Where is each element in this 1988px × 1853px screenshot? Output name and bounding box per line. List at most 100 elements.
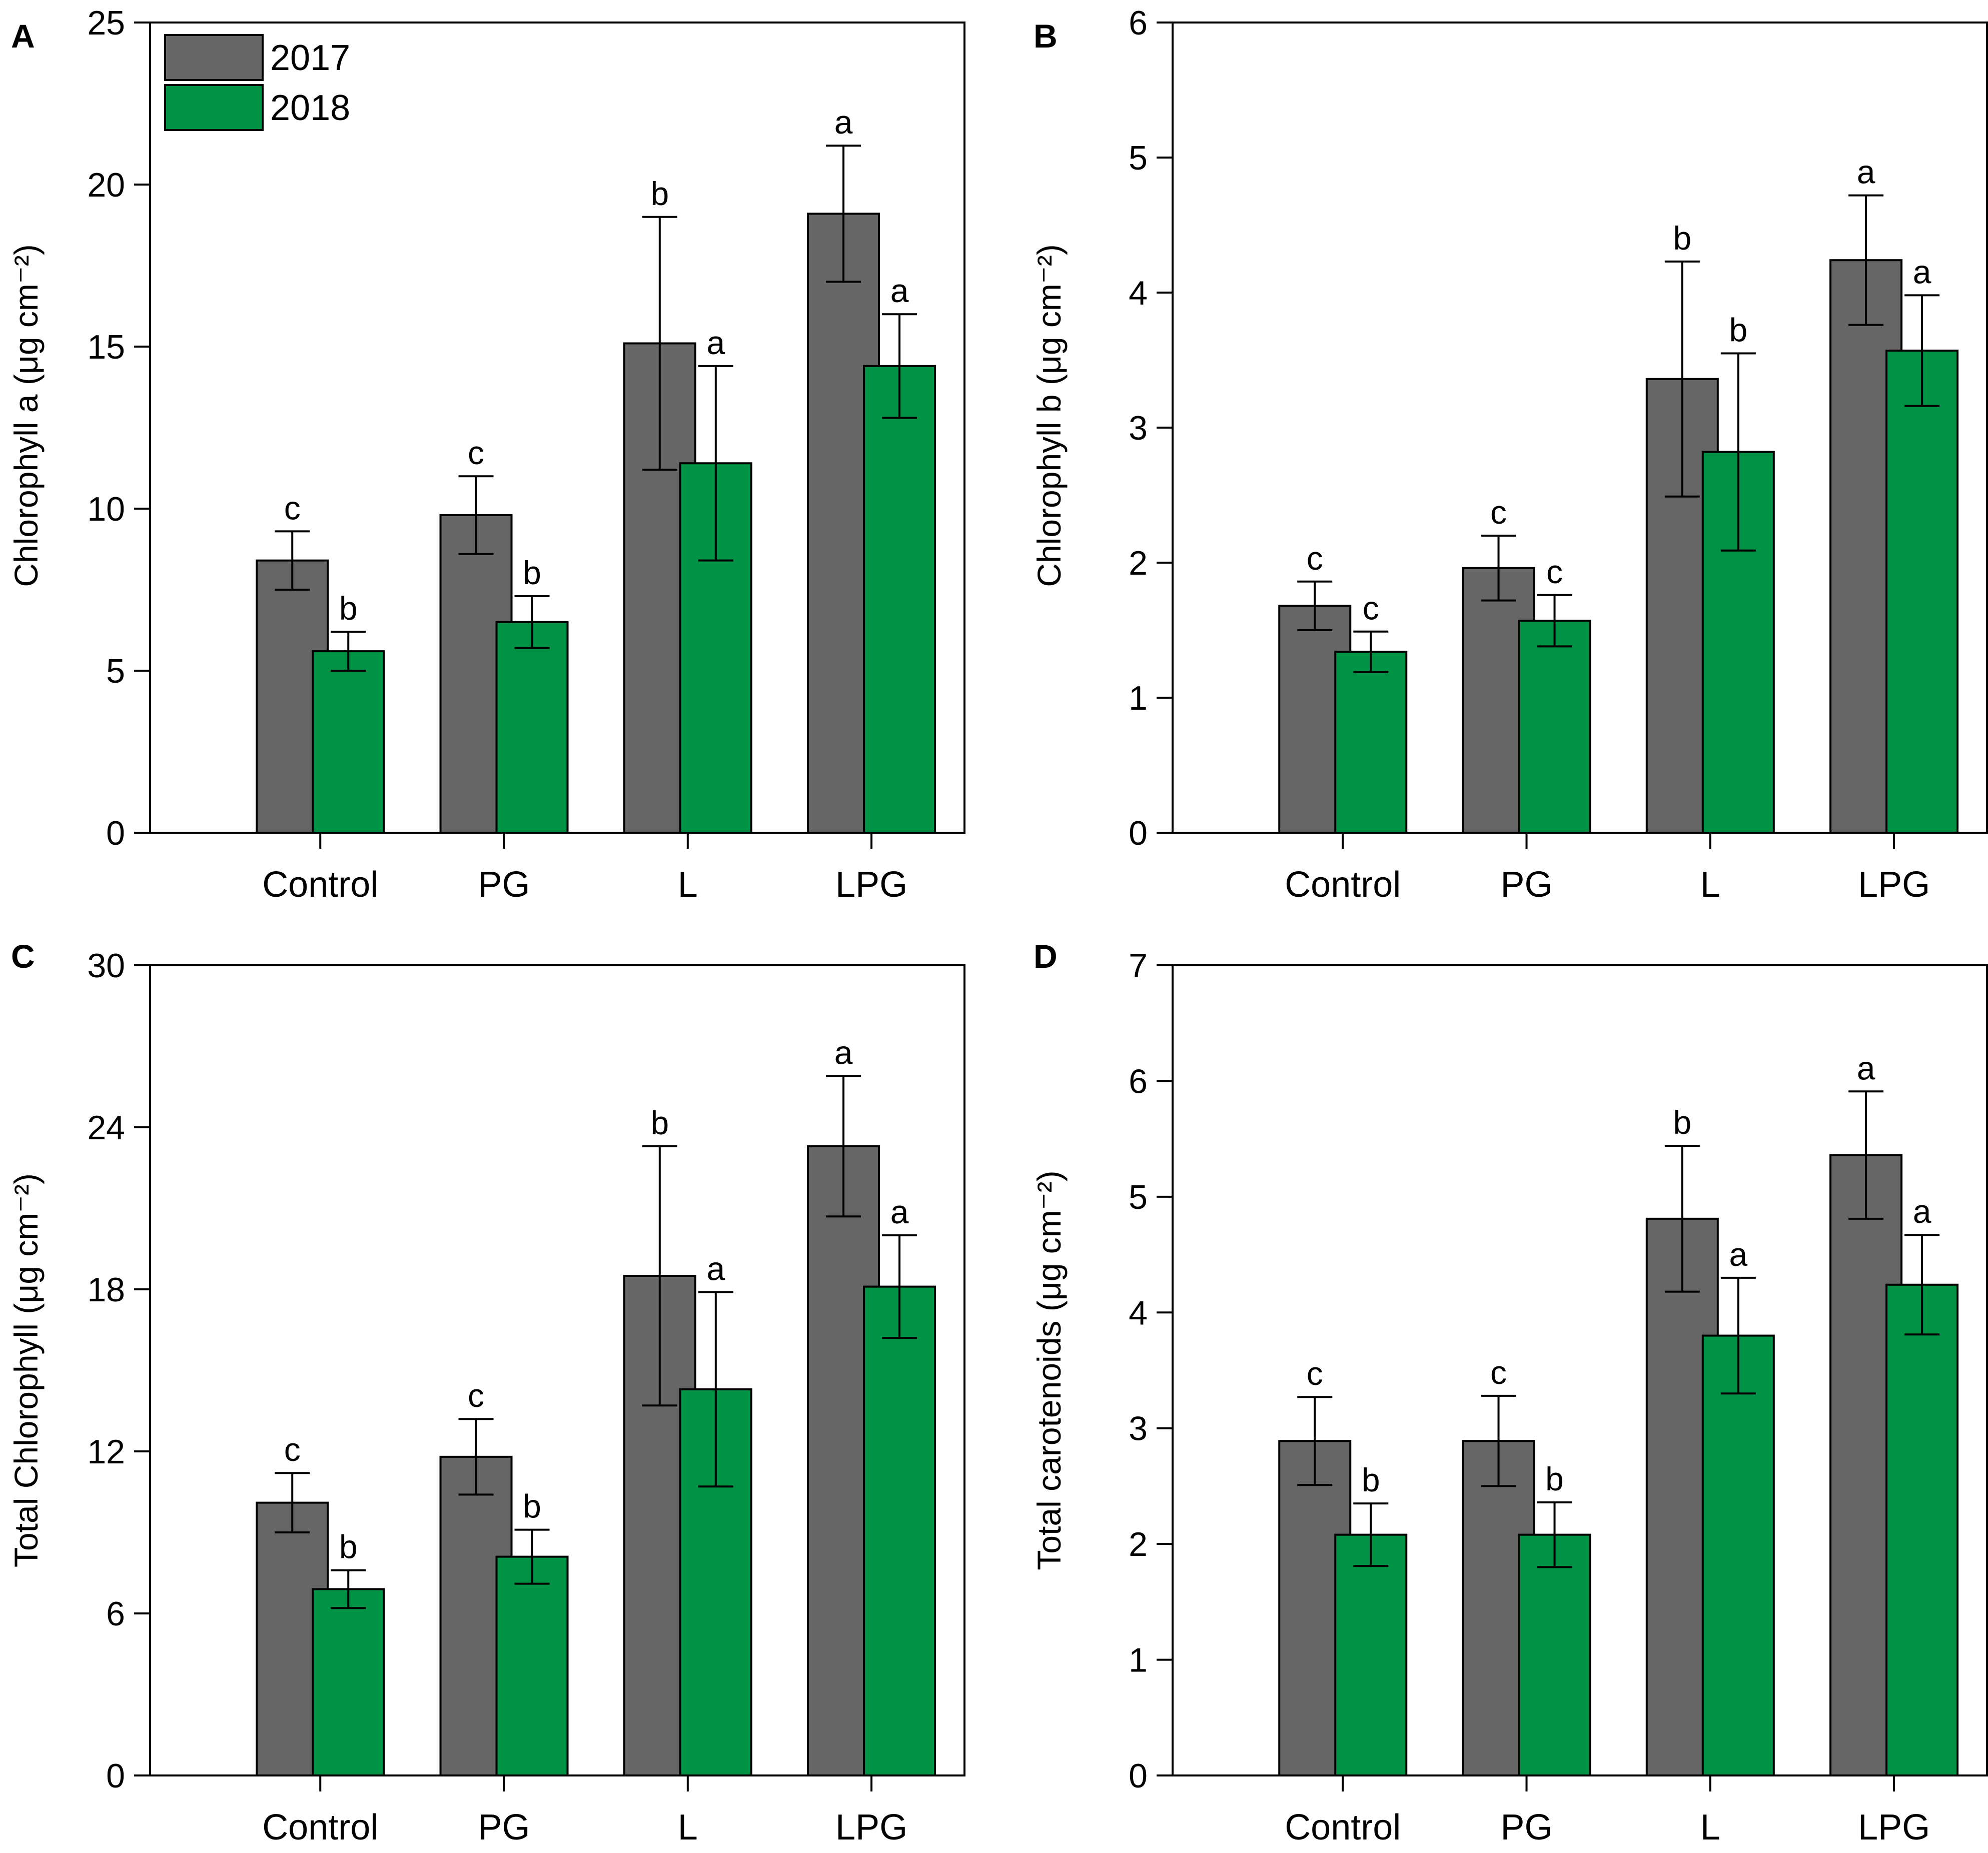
x-tick-label-d-l: L [1700, 1807, 1720, 1847]
legend-swatch-2017 [164, 34, 264, 81]
y-tick-label-c-5: 30 [87, 947, 125, 985]
bar-b-2018-pg [1518, 620, 1591, 834]
sig-letter-b-2018-0: c [1363, 590, 1379, 627]
y-tick-label-c-4: 24 [87, 1109, 125, 1147]
bar-d-2018-pg [1518, 1533, 1591, 1777]
y-tick-label-c-3: 18 [87, 1271, 125, 1309]
sig-letter-d-2017-3: a [1857, 1049, 1875, 1086]
legend-label-2017: 2017 [270, 38, 350, 78]
sig-letter-d-2017-0: c [1307, 1355, 1323, 1392]
y-tick-label-b-4: 4 [1129, 274, 1148, 312]
y-tick-label-a-3: 15 [87, 328, 125, 366]
y-axis-title-c: Total Chlorophyll (μg cm⁻²) [8, 1173, 45, 1567]
x-tick-label-d-pg: PG [1501, 1807, 1553, 1847]
sig-letter-c-2018-3: a [890, 1193, 909, 1230]
x-tick-label-a-lpg: LPG [835, 865, 907, 905]
legend: 2017 2018 [164, 34, 350, 131]
x-tick-label-c-control: Control [262, 1807, 378, 1847]
bar-c-2018-pg [495, 1555, 569, 1777]
x-tick-label-c-l: L [678, 1807, 698, 1847]
x-tick-label-b-lpg: LPG [1858, 865, 1930, 905]
sig-letter-a-2017-0: c [284, 489, 301, 526]
sig-letter-c-2018-0: b [339, 1528, 358, 1565]
sig-letter-a-2017-2: b [650, 175, 669, 212]
y-tick-label-b-3: 3 [1129, 409, 1148, 447]
bar-d-2018-control [1334, 1533, 1408, 1777]
y-tick-label-a-0: 0 [106, 814, 125, 852]
y-tick-label-c-0: 0 [106, 1757, 125, 1795]
y-tick-label-d-5: 5 [1129, 1178, 1148, 1216]
plot-frame-a [149, 22, 965, 834]
panel-letter-c: C [11, 938, 35, 975]
bar-c-2018-control [312, 1588, 385, 1776]
y-axis-title-b: Chlorophyll b (μg cm⁻²) [1031, 244, 1068, 587]
sig-letter-b-2017-2: b [1673, 220, 1691, 257]
x-tick-label-c-lpg: LPG [835, 1807, 907, 1847]
sig-letter-d-2018-0: b [1362, 1461, 1380, 1498]
panel-b: B Chlorophyll b (μg cm⁻²) c c b a c c b a 0 1 2 3 4 5… [1031, 4, 1988, 905]
y-tick-label-d-6: 6 [1129, 1062, 1148, 1100]
bar-a-2018-lpg [863, 365, 936, 834]
y-tick-label-c-2: 12 [87, 1433, 125, 1471]
y-tick-label-b-1: 1 [1129, 679, 1148, 717]
x-tick-label-d-lpg: LPG [1858, 1807, 1930, 1847]
sig-letter-d-2018-1: b [1545, 1460, 1564, 1497]
sig-letter-b-2018-3: a [1913, 253, 1931, 290]
y-tick-label-c-1: 6 [106, 1595, 125, 1633]
y-tick-label-b-5: 5 [1129, 139, 1148, 177]
y-tick-label-d-0: 0 [1129, 1757, 1148, 1795]
panel-d: D Total carotenoids (μg cm⁻²) c c b a b b a a 0 1… [1031, 938, 1988, 1847]
y-axis-title-d: Total carotenoids (μg cm⁻²) [1031, 1170, 1068, 1570]
x-tick-label-c-pg: PG [478, 1807, 530, 1847]
sig-letter-c-2017-2: b [650, 1104, 669, 1141]
bar-a-2018-pg [495, 621, 569, 834]
x-tick-label-a-pg: PG [478, 865, 530, 905]
panel-c: C Total Chlorophyll (μg cm⁻²) c c b a b b a a 0 6… [8, 938, 965, 1847]
bar-d-2018-lpg [1885, 1283, 1959, 1777]
sig-letter-b-2018-1: c [1546, 553, 1563, 590]
sig-letter-b-2017-1: c [1490, 494, 1507, 531]
x-tick-label-d-control: Control [1285, 1807, 1401, 1847]
y-tick-label-a-4: 20 [87, 166, 125, 204]
bar-c-2018-lpg [863, 1285, 936, 1777]
sig-letter-d-2017-1: c [1490, 1354, 1507, 1391]
y-tick-label-d-1: 1 [1129, 1641, 1148, 1679]
sig-letter-c-2017-3: a [834, 1034, 853, 1071]
y-tick-label-b-0: 0 [1129, 814, 1148, 852]
y-tick-label-d-2: 2 [1129, 1525, 1148, 1563]
x-tick-label-b-l: L [1700, 865, 1720, 905]
x-tick-label-a-l: L [678, 865, 698, 905]
y-tick-label-d-4: 4 [1129, 1294, 1148, 1332]
bar-b-2018-lpg [1885, 350, 1959, 834]
x-tick-label-b-pg: PG [1501, 865, 1553, 905]
y-tick-label-d-3: 3 [1129, 1410, 1148, 1448]
panel-letter-a: A [11, 18, 35, 55]
sig-letter-a-2018-3: a [890, 272, 909, 309]
sig-letter-d-2018-2: a [1729, 1236, 1747, 1273]
y-tick-label-a-2: 10 [87, 490, 125, 528]
sig-letter-c-2017-1: c [468, 1377, 484, 1414]
y-axis-title-a: Chlorophyll a (μg cm⁻²) [8, 244, 45, 587]
sig-letter-a-2017-3: a [834, 104, 853, 141]
panel-letter-d: D [1034, 938, 1058, 975]
plot-frame-d [1172, 964, 1988, 1776]
sig-letter-a-2017-1: c [468, 434, 484, 471]
sig-letter-a-2018-0: b [339, 590, 358, 627]
sig-letter-d-2018-3: a [1913, 1193, 1931, 1230]
sig-letter-c-2018-2: a [706, 1250, 725, 1287]
sig-letter-a-2018-1: b [523, 554, 541, 591]
bar-b-2018-control [1334, 651, 1408, 834]
sig-letter-a-2018-2: a [706, 324, 725, 361]
bar-d-2018-l [1701, 1334, 1775, 1777]
legend-swatch-2018 [164, 84, 264, 131]
sig-letter-b-2017-0: c [1307, 540, 1323, 577]
y-tick-label-a-5: 25 [87, 4, 125, 42]
panel-letter-b: B [1034, 18, 1058, 55]
y-tick-label-a-1: 5 [106, 652, 125, 690]
y-tick-label-b-6: 6 [1129, 4, 1148, 42]
legend-label-2018: 2018 [270, 88, 350, 128]
bar-a-2018-control [312, 650, 385, 834]
x-tick-label-b-control: Control [1285, 865, 1401, 905]
x-tick-label-a-control: Control [262, 865, 378, 905]
